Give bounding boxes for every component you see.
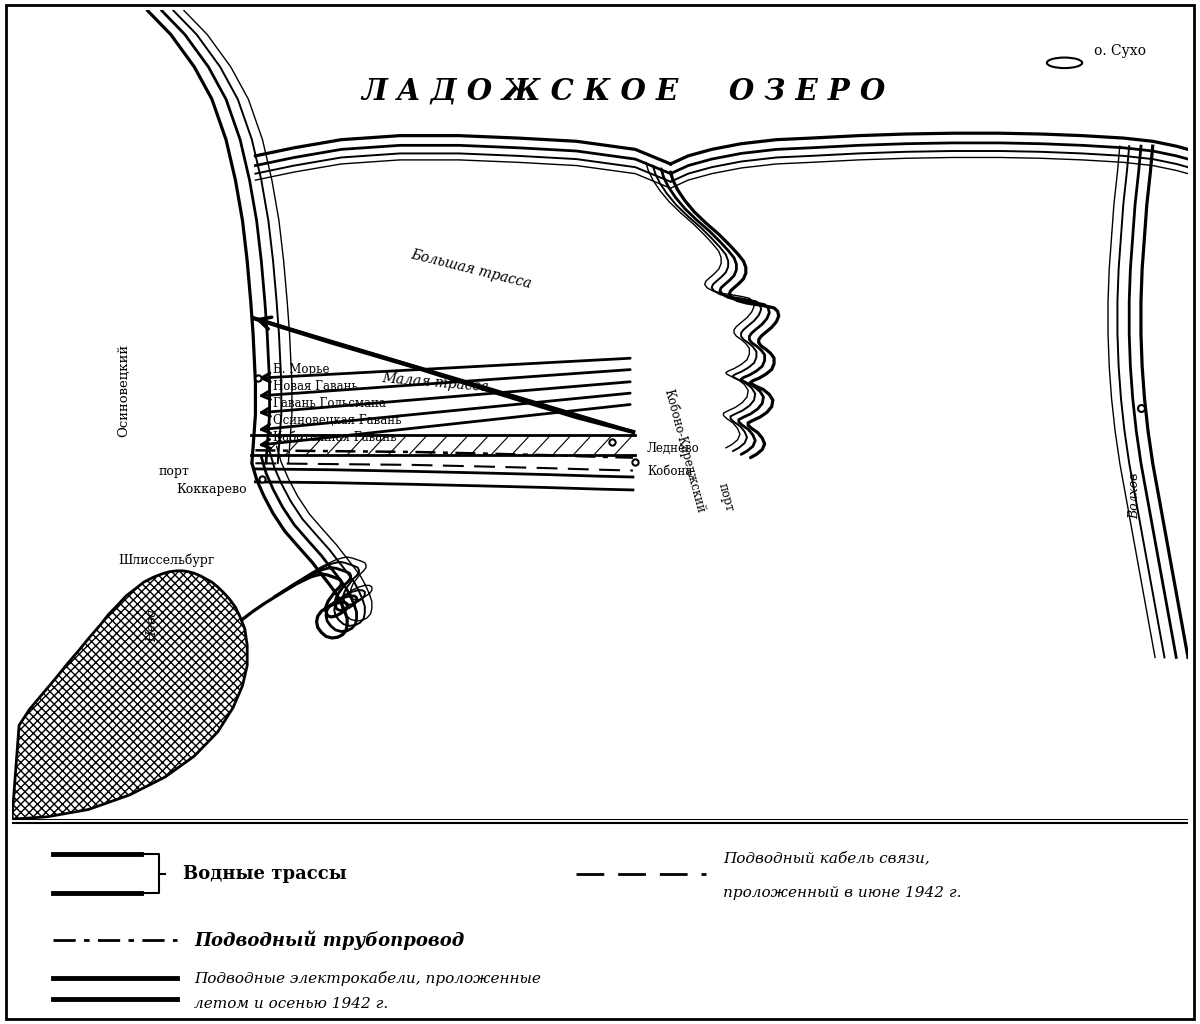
Text: Шлиссельбург: Шлиссельбург [118, 554, 215, 567]
Text: Гавань Гольсмана: Гавань Гольсмана [274, 397, 386, 410]
Ellipse shape [1046, 57, 1082, 68]
Text: Кобоно-Кареджский: Кобоно-Кареджский [661, 388, 707, 515]
Text: летом и осенью 1942 г.: летом и осенью 1942 г. [194, 997, 389, 1011]
Polygon shape [12, 570, 247, 819]
Text: Кобона: Кобона [647, 465, 692, 478]
Text: о. Сухо: о. Сухо [1094, 44, 1146, 57]
Text: Волхов: Волхов [1128, 472, 1141, 519]
Text: порт: порт [715, 481, 736, 513]
Text: Подводный трубопровод: Подводный трубопровод [194, 930, 464, 949]
Text: Новая Гавань: Новая Гавань [274, 380, 358, 393]
Text: Коккарево: Коккарево [176, 483, 247, 497]
Text: Осиновецкая Гавань: Осиновецкая Гавань [274, 414, 402, 427]
Text: Л А Д О Ж С К О Е     О З Е Р О: Л А Д О Ж С К О Е О З Е Р О [361, 77, 886, 105]
Text: Подводные электрокабели, проложенные: Подводные электрокабели, проложенные [194, 971, 541, 986]
Text: Осиновецкий: Осиновецкий [118, 344, 131, 437]
Text: Нева: Нева [146, 608, 160, 642]
Text: порт: порт [158, 465, 190, 478]
Text: Б. Морье: Б. Морье [274, 362, 330, 376]
Text: Подводный кабель связи,: Подводный кабель связи, [724, 851, 930, 865]
Text: Леднево: Леднево [647, 442, 700, 456]
Text: Водные трассы: Водные трассы [182, 864, 347, 883]
Text: Большая трасса: Большая трасса [409, 248, 533, 291]
Text: проложенный в июне 1942 г.: проложенный в июне 1942 г. [724, 886, 962, 900]
Text: Малая трасса: Малая трасса [382, 371, 490, 394]
Text: Каботажная Гавань: Каботажная Гавань [274, 431, 396, 443]
